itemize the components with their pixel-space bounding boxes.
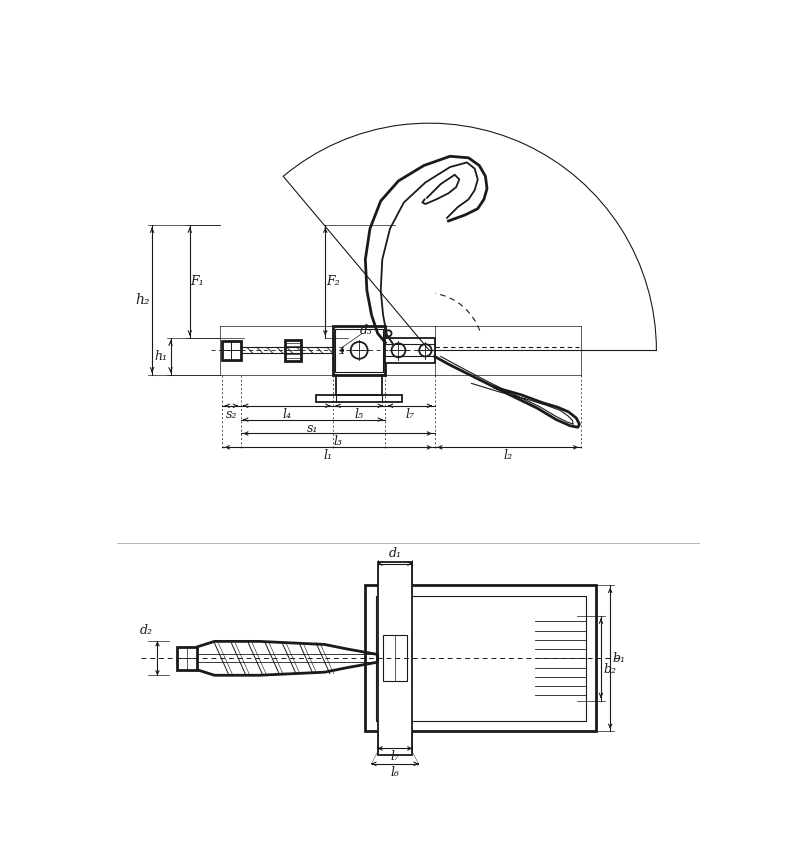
Text: l₇: l₇ bbox=[390, 750, 399, 764]
Text: h₁: h₁ bbox=[154, 350, 168, 363]
Text: d₁: d₁ bbox=[389, 547, 402, 560]
Text: l₁: l₁ bbox=[324, 449, 333, 462]
Text: l₇: l₇ bbox=[406, 408, 414, 421]
FancyBboxPatch shape bbox=[366, 585, 596, 732]
Text: l₄: l₄ bbox=[282, 408, 291, 421]
Text: b₁: b₁ bbox=[613, 652, 626, 665]
Text: s₁: s₁ bbox=[307, 422, 318, 435]
Text: s₂: s₂ bbox=[226, 408, 237, 421]
Text: F₂: F₂ bbox=[326, 275, 340, 288]
Circle shape bbox=[391, 344, 406, 358]
FancyBboxPatch shape bbox=[178, 647, 198, 670]
FancyBboxPatch shape bbox=[316, 395, 402, 402]
FancyBboxPatch shape bbox=[335, 329, 383, 372]
Circle shape bbox=[350, 342, 368, 359]
Circle shape bbox=[419, 344, 431, 357]
FancyBboxPatch shape bbox=[376, 596, 586, 721]
FancyBboxPatch shape bbox=[383, 636, 407, 682]
Text: F₁: F₁ bbox=[190, 275, 204, 288]
Text: l₆: l₆ bbox=[390, 766, 399, 779]
FancyBboxPatch shape bbox=[286, 339, 301, 361]
FancyBboxPatch shape bbox=[333, 326, 386, 375]
Text: l₃: l₃ bbox=[333, 436, 342, 449]
Text: h₂: h₂ bbox=[135, 293, 150, 307]
FancyBboxPatch shape bbox=[386, 338, 434, 363]
Text: b₂: b₂ bbox=[604, 663, 617, 676]
Text: d₃: d₃ bbox=[360, 324, 373, 337]
Text: l₂: l₂ bbox=[503, 449, 512, 462]
FancyBboxPatch shape bbox=[222, 341, 241, 359]
Circle shape bbox=[386, 330, 391, 337]
Text: d₂: d₂ bbox=[140, 624, 153, 637]
FancyBboxPatch shape bbox=[378, 562, 412, 754]
Text: l₅: l₅ bbox=[354, 408, 364, 421]
